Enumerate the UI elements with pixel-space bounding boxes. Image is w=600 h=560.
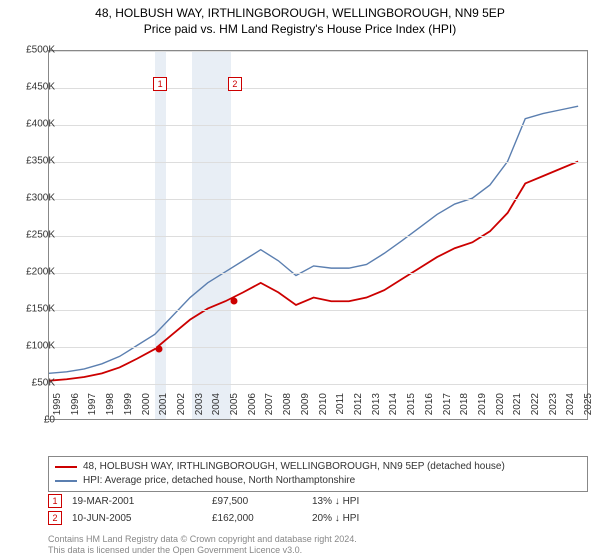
sale-price: £162,000 (212, 513, 302, 524)
chart-title: 48, HOLBUSH WAY, IRTHLINGBOROUGH, WELLIN… (0, 0, 600, 37)
x-axis-label: 1998 (105, 393, 116, 423)
footer-attribution: Contains HM Land Registry data © Crown c… (48, 534, 357, 556)
legend-swatch (55, 466, 77, 468)
y-axis-label: £200K (13, 267, 55, 278)
x-axis-label: 2022 (530, 393, 541, 423)
x-axis-label: 2017 (442, 393, 453, 423)
line-svg (49, 51, 587, 419)
legend-item: HPI: Average price, detached house, Nort… (55, 474, 581, 488)
sale-point (230, 298, 237, 305)
y-axis-label: £400K (13, 119, 55, 130)
plot-area: 1995199619971998199920002001200220032004… (48, 50, 588, 420)
sale-date: 10-JUN-2005 (72, 513, 202, 524)
row-marker: 1 (48, 494, 62, 508)
x-axis-label: 2008 (282, 393, 293, 423)
gridline (49, 347, 587, 348)
gridline (49, 51, 587, 52)
y-axis-label: £150K (13, 304, 55, 315)
x-axis-label: 2006 (247, 393, 258, 423)
gridline (49, 310, 587, 311)
y-axis-label: £0 (13, 415, 55, 426)
x-axis-label: 2001 (158, 393, 169, 423)
table-row: 1 19-MAR-2001 £97,500 13% ↓ HPI (48, 494, 588, 508)
x-axis-label: 1996 (70, 393, 81, 423)
sale-marker: 1 (153, 77, 167, 91)
sale-pct: 13% ↓ HPI (312, 496, 432, 507)
y-axis-label: £100K (13, 341, 55, 352)
legend-swatch (55, 480, 77, 482)
gridline (49, 162, 587, 163)
y-axis-label: £50K (13, 378, 55, 389)
legend: 48, HOLBUSH WAY, IRTHLINGBOROUGH, WELLIN… (48, 456, 588, 492)
x-axis-label: 2025 (583, 393, 594, 423)
x-axis-label: 1999 (123, 393, 134, 423)
x-axis-label: 2013 (371, 393, 382, 423)
title-line1: 48, HOLBUSH WAY, IRTHLINGBOROUGH, WELLIN… (0, 6, 600, 22)
y-axis-label: £500K (13, 45, 55, 56)
x-axis-label: 2021 (512, 393, 523, 423)
y-axis-label: £300K (13, 193, 55, 204)
legend-item: 48, HOLBUSH WAY, IRTHLINGBOROUGH, WELLIN… (55, 460, 581, 474)
gridline (49, 88, 587, 89)
title-line2: Price paid vs. HM Land Registry's House … (0, 22, 600, 38)
x-axis-label: 2010 (318, 393, 329, 423)
sale-price: £97,500 (212, 496, 302, 507)
table-row: 2 10-JUN-2005 £162,000 20% ↓ HPI (48, 511, 588, 525)
sale-point (156, 345, 163, 352)
gridline (49, 236, 587, 237)
series-line-hpi (49, 106, 578, 373)
footer-line2: This data is licensed under the Open Gov… (48, 545, 357, 556)
x-axis-label: 2016 (424, 393, 435, 423)
footer-line1: Contains HM Land Registry data © Crown c… (48, 534, 357, 545)
x-axis-label: 2004 (211, 393, 222, 423)
sale-marker: 2 (228, 77, 242, 91)
x-axis-label: 2005 (229, 393, 240, 423)
gridline (49, 384, 587, 385)
x-axis-label: 2012 (353, 393, 364, 423)
x-axis-label: 1997 (87, 393, 98, 423)
gridline (49, 199, 587, 200)
sale-pct: 20% ↓ HPI (312, 513, 432, 524)
x-axis-label: 2019 (477, 393, 488, 423)
x-axis-label: 2023 (548, 393, 559, 423)
x-axis-label: 2014 (388, 393, 399, 423)
x-axis-label: 2018 (459, 393, 470, 423)
x-axis-label: 2011 (335, 393, 346, 423)
legend-label: 48, HOLBUSH WAY, IRTHLINGBOROUGH, WELLIN… (83, 460, 505, 474)
x-axis-label: 2002 (176, 393, 187, 423)
x-axis-label: 2003 (194, 393, 205, 423)
sale-date: 19-MAR-2001 (72, 496, 202, 507)
x-axis-label: 2024 (565, 393, 576, 423)
x-axis-label: 2009 (300, 393, 311, 423)
y-axis-label: £450K (13, 82, 55, 93)
y-axis-label: £250K (13, 230, 55, 241)
chart-container: 48, HOLBUSH WAY, IRTHLINGBOROUGH, WELLIN… (0, 0, 600, 560)
legend-label: HPI: Average price, detached house, Nort… (83, 474, 355, 488)
gridline (49, 125, 587, 126)
gridline (49, 273, 587, 274)
x-axis-label: 2000 (141, 393, 152, 423)
y-axis-label: £350K (13, 156, 55, 167)
row-marker: 2 (48, 511, 62, 525)
x-axis-label: 2020 (495, 393, 506, 423)
x-axis-label: 2007 (264, 393, 275, 423)
x-axis-label: 2015 (406, 393, 417, 423)
sales-table: 1 19-MAR-2001 £97,500 13% ↓ HPI 2 10-JUN… (48, 494, 588, 528)
